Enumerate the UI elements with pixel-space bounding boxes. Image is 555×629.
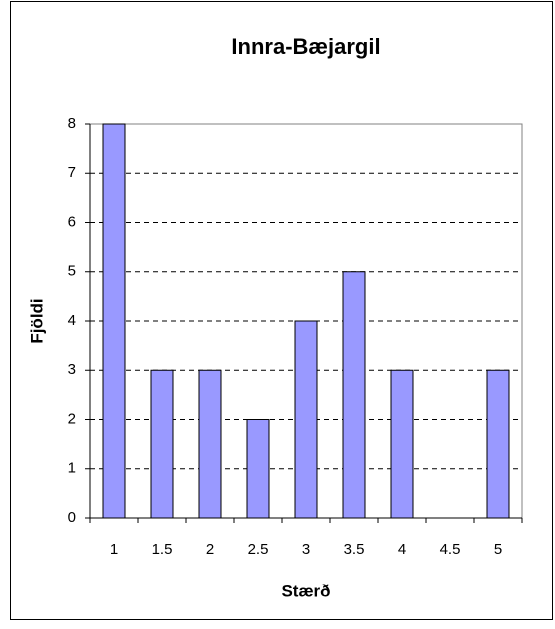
y-tick-label: 7: [68, 164, 76, 181]
x-tick-label: 5: [494, 541, 502, 558]
x-tick-label: 4: [398, 541, 406, 558]
x-tick-label: 3: [302, 541, 310, 558]
x-tick-label: 1: [110, 541, 118, 558]
x-tick-label: 4.5: [440, 541, 461, 558]
bar: [294, 320, 318, 519]
chart-border: [10, 1, 553, 620]
bar: [150, 369, 174, 519]
bar: [486, 369, 510, 519]
x-tick-label: 1.5: [152, 541, 173, 558]
y-tick-label: 5: [68, 263, 76, 280]
bar: [246, 419, 270, 519]
x-tick-label: 3.5: [344, 541, 365, 558]
bar: [102, 123, 126, 519]
y-axis-title: Fjöldi: [27, 298, 46, 343]
y-tick-label: 0: [68, 509, 76, 526]
y-tick-label: 6: [68, 213, 76, 230]
bar: [198, 369, 222, 519]
chart-title: Innra-Bæjargil: [231, 34, 380, 59]
x-tick-label: 2.5: [248, 541, 269, 558]
y-tick-label: 3: [68, 361, 76, 378]
bar: [342, 271, 366, 519]
x-axis-title: Stærð: [281, 581, 330, 600]
x-tick-label: 2: [206, 541, 214, 558]
plot-border: [90, 123, 523, 518]
y-tick-label: 2: [68, 410, 76, 427]
y-tick-label: 4: [68, 312, 76, 329]
bar: [390, 369, 414, 519]
y-tick-label: 8: [68, 115, 76, 132]
y-tick-label: 1: [68, 460, 76, 477]
